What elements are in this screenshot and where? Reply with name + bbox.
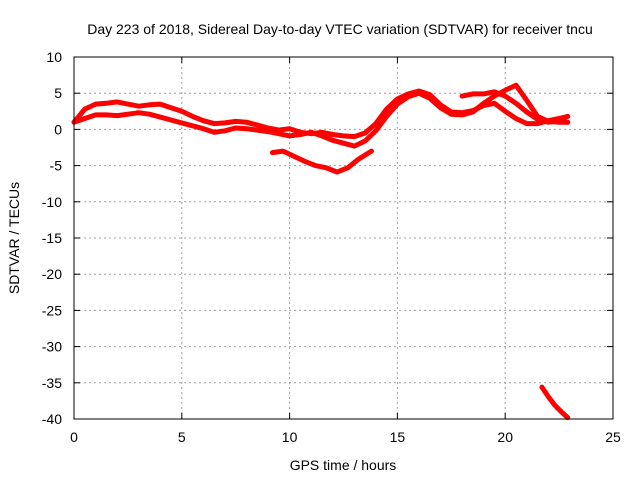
y-tick-label: -20 bbox=[42, 266, 62, 282]
y-tick-label: -10 bbox=[42, 194, 62, 210]
y-tick-label: -5 bbox=[50, 158, 63, 174]
y-tick-label: 10 bbox=[46, 49, 62, 65]
y-tick-label: -35 bbox=[42, 375, 62, 391]
x-tick-label: 25 bbox=[605, 429, 621, 445]
y-tick-label: -40 bbox=[42, 411, 62, 427]
x-axis-label: GPS time / hours bbox=[290, 457, 397, 473]
series-line-trace-5 bbox=[539, 384, 571, 421]
series-line-trace-4 bbox=[459, 89, 571, 125]
data-series bbox=[71, 82, 571, 421]
y-axis-label: SDTVAR / TECUs bbox=[6, 182, 22, 294]
chart-title: Day 223 of 2018, Sidereal Day-to-day VTE… bbox=[87, 21, 593, 37]
y-tick-label: 5 bbox=[54, 85, 62, 101]
y-tick-label: 0 bbox=[54, 121, 62, 137]
series-line-trace-1 bbox=[71, 88, 571, 140]
grid bbox=[74, 57, 613, 419]
series-line-trace-2 bbox=[71, 82, 571, 149]
x-tick-label: 10 bbox=[282, 429, 298, 445]
series-line-trace-3 bbox=[269, 148, 374, 175]
axis-ticks: 0 5 10 15 20 25 -40 -35 -30 -25 -20 -15 -10 -5 0 5 10 bbox=[42, 49, 621, 445]
y-tick-label: -25 bbox=[42, 302, 62, 318]
y-tick-label: -15 bbox=[42, 230, 62, 246]
y-tick-label: -30 bbox=[42, 339, 62, 355]
x-tick-label: 20 bbox=[497, 429, 513, 445]
x-tick-label: 0 bbox=[70, 429, 78, 445]
x-tick-label: 5 bbox=[178, 429, 186, 445]
x-tick-label: 15 bbox=[390, 429, 406, 445]
